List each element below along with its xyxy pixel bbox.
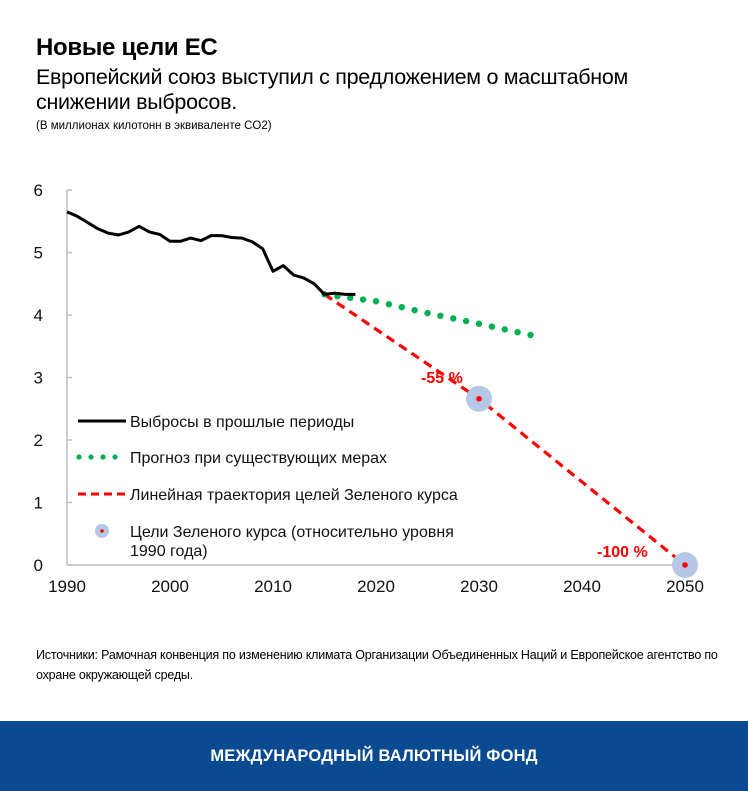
x-tick-label: 2000 [151,577,189,596]
y-tick-label: 4 [34,306,43,325]
y-tick-label: 5 [34,244,43,263]
legend-label-target-line2: 1990 года) [130,543,208,560]
target-marker [466,385,492,412]
y-tick-label: 1 [34,494,43,513]
annotation-label: -55 % [421,370,463,387]
axes: 0 1 2 3 4 5 6 1990 2000 2010 2020 2030 2040 2050 [34,181,704,596]
annotations: -55 % -100 % [421,370,648,561]
unit-label: (В миллионах килотонн в эквиваленте CO2) [36,120,272,132]
chart-title: Новые цели ЕС [36,34,218,61]
x-tick-label: 2010 [254,577,292,596]
y-tick-label: 3 [34,369,43,388]
y-tick-label: 0 [34,556,43,575]
line-chart: 0 1 2 3 4 5 6 1990 2000 2010 2020 2030 2040 2050 -55 … [34,181,704,596]
chart-subtitle: Европейский союз выступил с предложением… [36,65,629,114]
y-tick-label: 6 [34,181,43,200]
target-marker [672,552,698,578]
legend-target-marker-icon [95,524,109,538]
annotation-label: -100 % [597,544,648,561]
historical-line [66,210,356,296]
legend-label-trajectory: Линейная траектория целей Зеленого курса [130,487,458,504]
series-layer [66,210,698,578]
footer-banner: МЕЖДУНАРОДНЫЙ ВАЛЮТНЫЙ ФОНД [0,721,748,791]
x-tick-label: 1990 [48,577,86,596]
legend-label-historical: Выбросы в прошлые периоды [130,414,354,431]
footer-label: МЕЖДУНАРОДНЫЙ ВАЛЮТНЫЙ ФОНД [210,746,538,765]
y-tick-label: 2 [34,431,43,450]
legend-label-target-line1: Цели Зеленого курса (относительно уровня [130,524,454,541]
x-tick-label: 2040 [563,577,601,596]
x-tick-label: 2020 [357,577,395,596]
projection-line [321,291,534,339]
legend-label-projection: Прогноз при существующих мерах [130,450,387,467]
legend-dotted-line-icon [76,454,118,460]
x-tick-label: 2050 [666,577,704,596]
x-tick-label: 2030 [460,577,498,596]
legend: Выбросы в прошлые периоды Прогноз при су… [76,414,458,560]
source-note: Источники: Рамочная конвенция по изменен… [36,648,718,682]
